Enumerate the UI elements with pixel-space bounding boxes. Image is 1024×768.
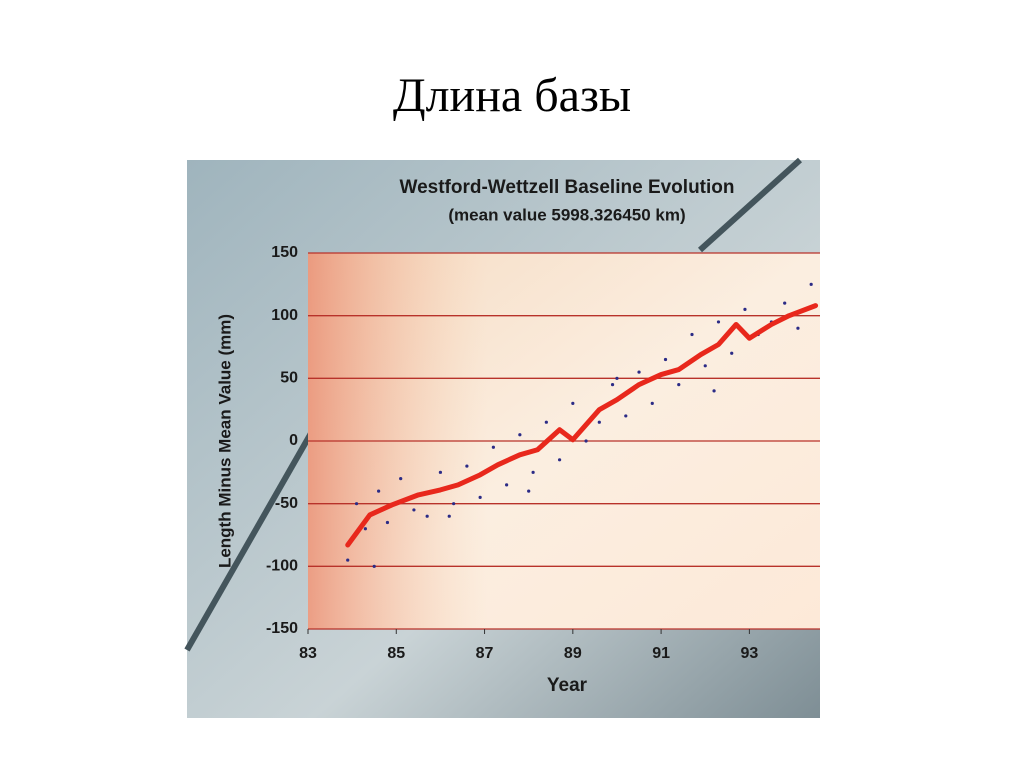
data-dot (716, 320, 721, 324)
data-dot (346, 558, 350, 562)
y-axis-label: Length Minus Mean Value (mm) (215, 314, 234, 568)
slide-title: Длина базы (392, 69, 632, 122)
data-dot (597, 420, 601, 424)
data-dot (690, 332, 694, 337)
data-dot (544, 420, 548, 424)
data-dot (809, 282, 813, 286)
y-tick-label: -100 (266, 558, 298, 575)
x-tick-label: 85 (387, 645, 405, 662)
data-dot (377, 489, 381, 493)
data-dot (412, 508, 416, 512)
data-dot (584, 439, 588, 443)
data-dot (703, 364, 707, 368)
data-dot (624, 414, 628, 418)
data-dot (425, 514, 429, 518)
chart-title: Westford-Wettzell Baseline Evolution (399, 177, 734, 198)
x-tick-label: 93 (740, 645, 758, 662)
trend-line (345, 303, 819, 548)
data-dot (663, 357, 668, 362)
data-dot (465, 464, 469, 468)
y-tick-label: 100 (271, 307, 298, 324)
data-dot (796, 326, 800, 330)
data-dot (491, 445, 495, 449)
x-tick-label: 87 (476, 645, 494, 662)
decor (697, 157, 803, 253)
data-dot (531, 470, 535, 474)
x-tick-label: 91 (652, 645, 670, 662)
chart-subtitle: (mean value 5998.326450 km) (448, 205, 685, 224)
data-dot (518, 433, 522, 437)
data-dot (399, 477, 403, 481)
y-tick-label: 150 (271, 244, 298, 261)
data-dot (527, 489, 531, 493)
y-tick-label: 50 (280, 370, 298, 387)
data-dot (677, 383, 681, 387)
y-tick-label: -150 (266, 620, 298, 637)
data-dot (712, 389, 716, 393)
data-dot (438, 470, 443, 474)
data-dot (478, 495, 482, 499)
data-dot (354, 502, 359, 506)
data-dot (385, 520, 390, 525)
data-dot (557, 458, 562, 462)
data-dot (650, 401, 654, 405)
x-tick-label: 83 (299, 645, 317, 662)
data-dot (637, 370, 641, 374)
data-dot (730, 351, 734, 355)
data-dot (571, 401, 575, 405)
data-dot (505, 483, 509, 487)
data-dot (743, 307, 747, 311)
y-tick-label: -50 (275, 495, 298, 512)
x-axis-label: Year (547, 675, 588, 696)
data-dot (610, 383, 615, 387)
decor (184, 398, 333, 652)
data-dot (447, 514, 451, 518)
data-dot (615, 376, 619, 380)
data-dot (452, 502, 456, 506)
data-dot (363, 527, 367, 531)
data-dot (783, 301, 787, 305)
y-tick-label: 0 (289, 432, 298, 449)
x-tick-label: 89 (564, 645, 582, 662)
data-dot (372, 564, 376, 568)
